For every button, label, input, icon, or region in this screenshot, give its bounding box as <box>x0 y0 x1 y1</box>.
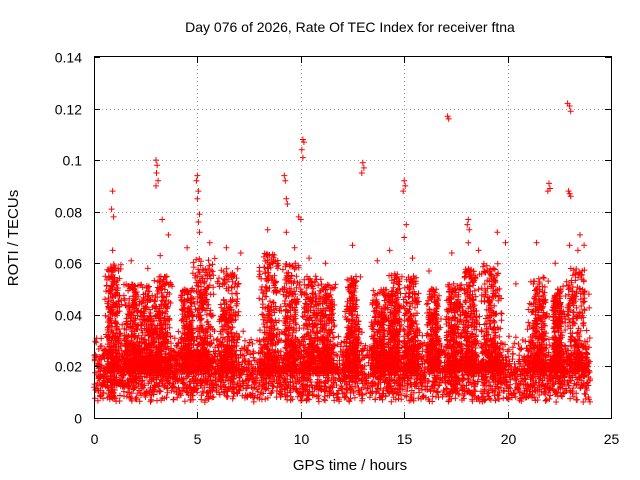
data-point <box>242 385 249 392</box>
data-point <box>240 328 247 335</box>
data-point <box>92 338 99 345</box>
data-point <box>580 399 587 405</box>
data-point <box>515 341 522 347</box>
data-point <box>321 393 328 400</box>
data-point <box>542 397 549 404</box>
data-point <box>512 393 519 400</box>
data-point <box>415 395 422 402</box>
data-point <box>178 392 184 399</box>
data-point <box>325 377 332 384</box>
data-point <box>102 312 109 319</box>
data-point <box>583 327 590 334</box>
data-point <box>553 399 560 405</box>
data-point <box>362 342 369 349</box>
data-point <box>335 333 342 340</box>
data-point <box>401 333 407 340</box>
data-point <box>120 388 127 395</box>
data-point <box>209 261 216 268</box>
data-point <box>154 397 160 404</box>
data-points <box>91 100 594 406</box>
data-point <box>458 346 465 353</box>
data-point <box>506 333 512 340</box>
data-point <box>346 398 353 405</box>
data-point <box>117 392 123 399</box>
data-point <box>452 395 459 402</box>
data-point <box>248 336 255 343</box>
data-point <box>334 353 341 359</box>
data-point <box>181 398 188 405</box>
data-point <box>175 328 182 335</box>
data-point <box>250 385 257 392</box>
data-point <box>496 333 503 340</box>
data-point <box>536 392 543 398</box>
data-point <box>445 398 452 405</box>
data-point <box>152 304 159 311</box>
data-point <box>321 396 328 403</box>
data-point <box>151 277 158 284</box>
data-point <box>504 395 511 402</box>
chart-title: Day 076 of 2026, Rate Of TEC Index for r… <box>185 19 515 35</box>
data-point <box>512 334 519 341</box>
data-point <box>98 335 105 342</box>
data-point <box>120 292 127 299</box>
data-point <box>545 336 552 343</box>
data-point <box>511 340 518 347</box>
data-point <box>92 387 99 393</box>
data-point <box>517 346 524 353</box>
data-point <box>560 390 567 397</box>
data-point <box>149 375 156 382</box>
data-point <box>587 398 593 405</box>
data-point <box>298 397 304 404</box>
data-point <box>351 394 358 401</box>
data-point <box>116 398 123 404</box>
data-point <box>255 388 261 395</box>
data-point <box>298 397 305 403</box>
data-point <box>262 396 269 402</box>
data-point <box>121 297 128 304</box>
data-point <box>148 397 155 404</box>
data-point <box>136 398 143 405</box>
